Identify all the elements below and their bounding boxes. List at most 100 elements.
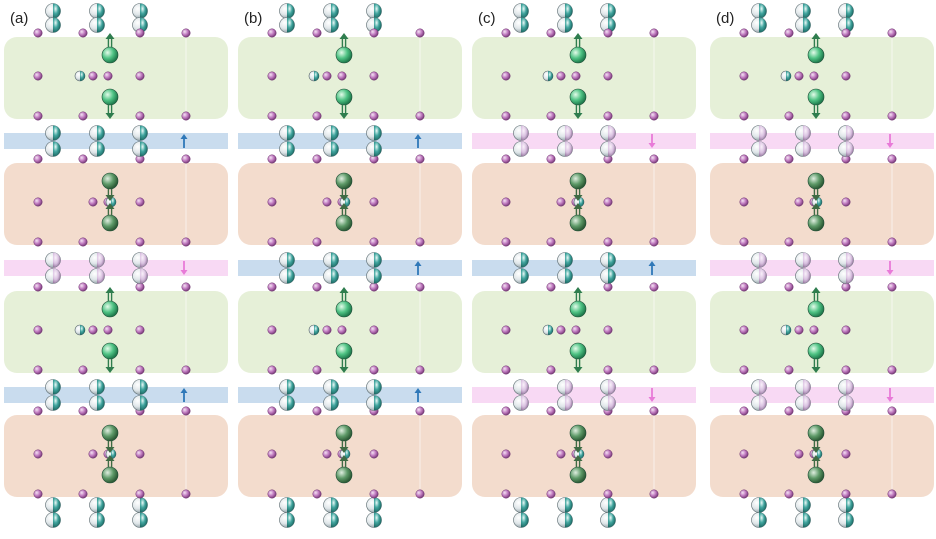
split-atom (366, 17, 382, 33)
spin-arrow (339, 33, 349, 47)
split-atom (279, 252, 295, 268)
spin-atom (569, 342, 587, 360)
small-atom (135, 197, 145, 207)
split-atom (600, 497, 616, 513)
split-atom (751, 252, 767, 268)
split-atom (795, 268, 811, 284)
spin-arrow (811, 33, 821, 47)
split-atom (513, 3, 529, 19)
small-atom (33, 237, 43, 247)
split-atom (557, 512, 573, 528)
small-atom (78, 154, 88, 164)
small-atom (181, 111, 191, 121)
small-atom (369, 111, 379, 121)
small-atom (135, 365, 145, 375)
spin-arrow (105, 287, 115, 301)
small-atom (571, 325, 581, 335)
split-atom (513, 141, 529, 157)
split-atom (557, 395, 573, 411)
split-atom (366, 141, 382, 157)
split-atom (279, 512, 295, 528)
spin-arrow (339, 455, 349, 467)
split-atom (279, 3, 295, 19)
small-atom (78, 282, 88, 292)
small-atom (181, 365, 191, 375)
small-atom (501, 325, 511, 335)
split-atom (513, 395, 529, 411)
spin-up-arrow (414, 134, 422, 148)
split-atom (795, 141, 811, 157)
small-atom (135, 489, 145, 499)
spin-up-arrow (414, 388, 422, 402)
spin-down-arrow (886, 388, 894, 402)
small-atom (33, 365, 43, 375)
spin-atom (807, 214, 825, 232)
small-atom (784, 237, 794, 247)
spin-up-arrow (648, 261, 656, 275)
small-atom (784, 365, 794, 375)
spin-atom (101, 88, 119, 106)
small-atom (267, 325, 277, 335)
split-atom (279, 395, 295, 411)
small-atom (739, 406, 749, 416)
split-atom (795, 395, 811, 411)
panel-d: (d) (710, 3, 934, 528)
spin-atom (101, 46, 119, 64)
split-atom (279, 497, 295, 513)
small-atom (784, 282, 794, 292)
split-atom (279, 379, 295, 395)
split-atom (132, 497, 148, 513)
split-atom (513, 512, 529, 528)
split-atom (600, 379, 616, 395)
spin-atom (101, 424, 119, 442)
spin-atom (335, 172, 353, 190)
small-atom (784, 154, 794, 164)
split-atom (838, 497, 854, 513)
small-atom (649, 154, 659, 164)
small-atom (33, 406, 43, 416)
spin-down-arrow (886, 134, 894, 148)
layer-block (4, 415, 228, 497)
split-atom (89, 268, 105, 284)
split-atom (366, 379, 382, 395)
split-atom (795, 252, 811, 268)
layer-block (710, 163, 934, 245)
small-atom (33, 282, 43, 292)
split-atom (513, 17, 529, 33)
small-atom (33, 449, 43, 459)
split-atom (751, 497, 767, 513)
split-atom (279, 141, 295, 157)
layer-band (4, 133, 228, 149)
small-atom (103, 325, 113, 335)
small-atom (415, 489, 425, 499)
layer-band (710, 260, 934, 276)
split-atom (45, 17, 61, 33)
spin-arrow (105, 441, 115, 453)
split-atom (751, 268, 767, 284)
split-atom (513, 497, 529, 513)
small-atom (369, 28, 379, 38)
small-atom (312, 237, 322, 247)
small-atom (841, 449, 851, 459)
split-atom (751, 3, 767, 19)
small-atom (181, 154, 191, 164)
small-atom (739, 282, 749, 292)
small-atom (739, 325, 749, 335)
small-atom (501, 365, 511, 375)
split-atom (838, 252, 854, 268)
spin-atom (101, 214, 119, 232)
small-atom (841, 325, 851, 335)
small-atom (312, 154, 322, 164)
small-atom (312, 365, 322, 375)
small-atom (78, 28, 88, 38)
spin-up-arrow (180, 134, 188, 148)
small-atom (809, 325, 819, 335)
small-atom (267, 449, 277, 459)
spin-down-arrow (648, 134, 656, 148)
split-atom (89, 497, 105, 513)
small-atom (33, 28, 43, 38)
small-atom (603, 365, 613, 375)
small-atom (784, 28, 794, 38)
small-atom (887, 28, 897, 38)
spin-atom (101, 342, 119, 360)
